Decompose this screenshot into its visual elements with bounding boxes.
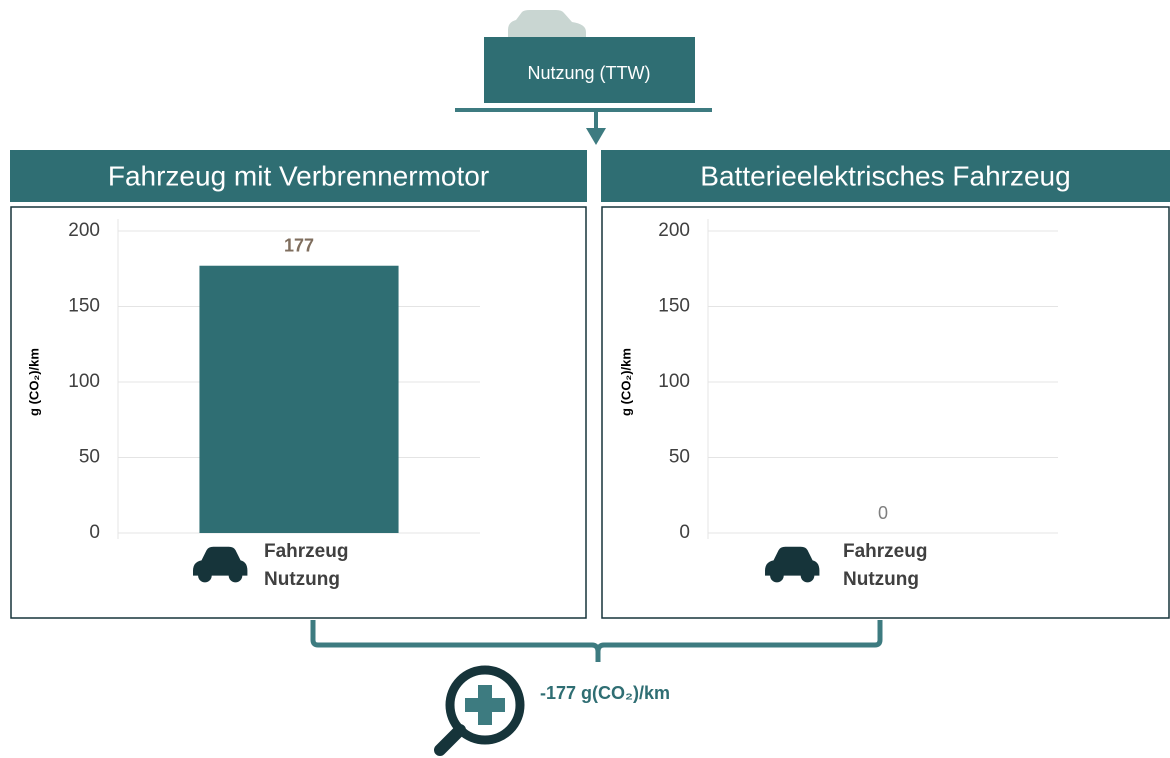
y-tick-label: 150 xyxy=(658,296,690,317)
header-label: Nutzung (TTW) xyxy=(527,63,650,83)
magnifier-icon xyxy=(434,665,525,756)
summary: -177 g(CO₂)/km xyxy=(540,683,670,703)
y-tick-label: 0 xyxy=(89,522,100,543)
y-tick-label: 100 xyxy=(68,371,100,392)
y-tick-label: 50 xyxy=(669,447,690,468)
y-tick-label: 0 xyxy=(679,522,690,543)
panel-title: Fahrzeug mit Verbrennermotor xyxy=(108,160,489,191)
y-axis-label: g (CO₂)/km xyxy=(26,348,41,416)
bracket xyxy=(310,620,883,662)
panel-header xyxy=(10,150,587,202)
x-tick-label: Fahrzeug Nutzung xyxy=(843,541,928,590)
panel-header xyxy=(601,150,1170,202)
value-label: 0 xyxy=(878,503,888,523)
bar xyxy=(199,265,399,533)
y-tick-label: 150 xyxy=(68,296,100,317)
panel-title: Batterieelektrisches Fahrzeug xyxy=(700,160,1070,191)
y-tick-label: 200 xyxy=(68,220,100,241)
category-car-icon xyxy=(193,546,248,583)
y-tick-label: 50 xyxy=(79,447,100,468)
y-axis-label: g (CO₂)/km xyxy=(618,348,633,416)
y-tick-label: 200 xyxy=(658,220,690,241)
header-box xyxy=(484,37,695,103)
x-tick-label: Fahrzeug Nutzung xyxy=(264,541,349,590)
panel-frame xyxy=(601,206,1170,619)
panel-frame xyxy=(10,206,587,619)
arrow-head xyxy=(586,128,606,145)
y-tick-label: 100 xyxy=(658,371,690,392)
category-car-icon xyxy=(765,546,820,583)
value-label: 177 xyxy=(284,235,314,255)
